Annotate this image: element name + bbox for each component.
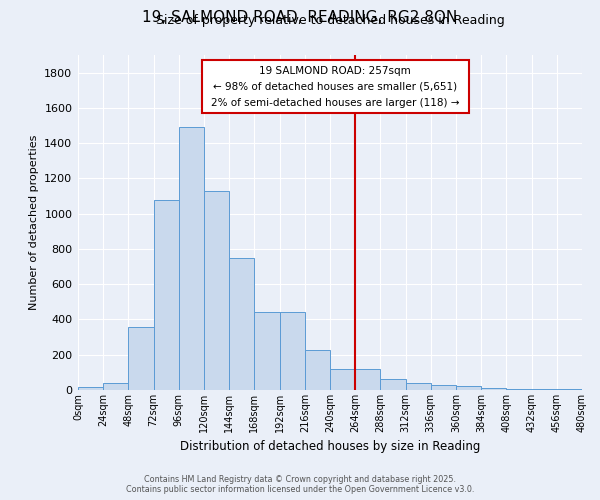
Bar [154,200,179,390]
Bar [229,258,254,390]
Bar [532,389,557,390]
Bar [204,191,229,390]
Title: Size of property relative to detached houses in Reading: Size of property relative to detached ho… [155,14,505,28]
Bar [380,380,406,390]
Bar [254,312,280,390]
Text: Contains public sector information licensed under the Open Government Licence v3: Contains public sector information licen… [126,485,474,494]
Bar [179,128,204,390]
Bar [103,383,128,390]
Bar [280,312,305,390]
Y-axis label: Number of detached properties: Number of detached properties [29,135,39,310]
Text: Contains HM Land Registry data © Crown copyright and database right 2025.: Contains HM Land Registry data © Crown c… [144,475,456,484]
Bar [456,386,481,390]
X-axis label: Distribution of detached houses by size in Reading: Distribution of detached houses by size … [180,440,480,454]
Text: ← 98% of detached houses are smaller (5,651): ← 98% of detached houses are smaller (5,… [213,82,457,92]
Bar [78,388,103,390]
Bar [431,384,456,390]
Text: 19, SALMOND ROAD, READING, RG2 8QN: 19, SALMOND ROAD, READING, RG2 8QN [142,10,458,25]
FancyBboxPatch shape [202,60,469,113]
Bar [406,383,431,390]
Bar [305,350,330,390]
Bar [557,389,582,390]
Bar [481,388,506,390]
Bar [506,389,532,390]
Bar [355,369,380,390]
Text: 19 SALMOND ROAD: 257sqm: 19 SALMOND ROAD: 257sqm [259,66,411,76]
Text: 2% of semi-detached houses are larger (118) →: 2% of semi-detached houses are larger (1… [211,98,460,108]
Bar [330,369,355,390]
Bar [128,326,154,390]
